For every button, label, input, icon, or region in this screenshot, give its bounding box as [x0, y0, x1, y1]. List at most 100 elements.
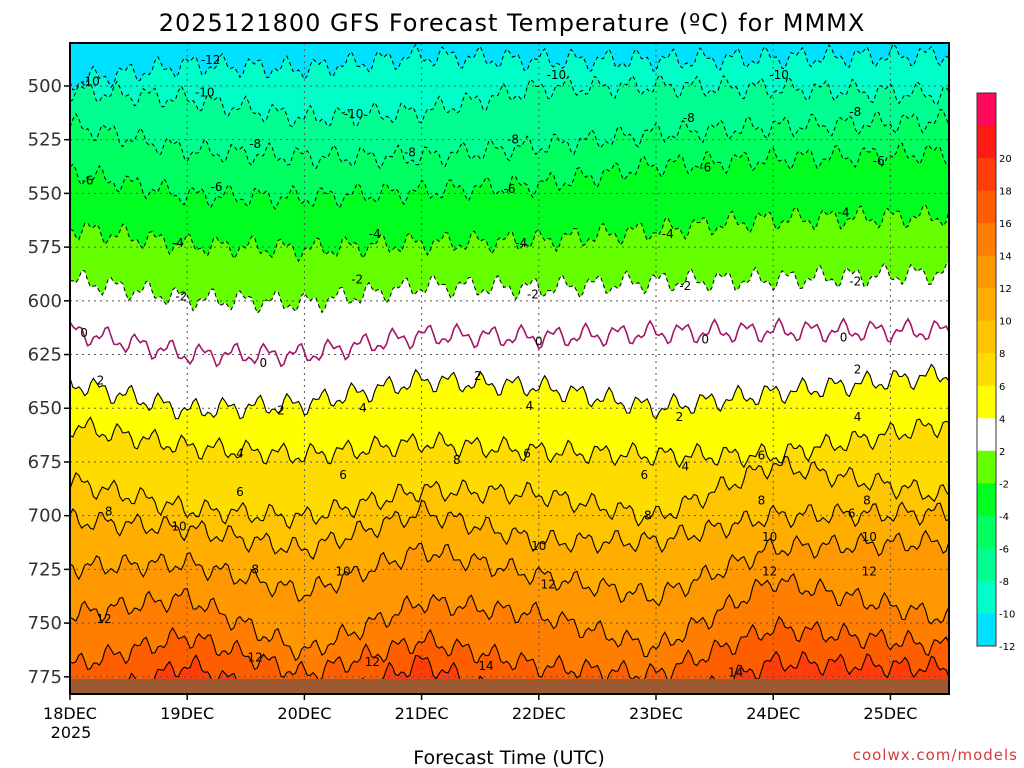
- y-tick-label: 700: [28, 506, 62, 527]
- colorbar-swatch: [977, 450, 996, 484]
- contour-label: -12: [201, 53, 221, 67]
- contour-label: 2: [277, 403, 285, 417]
- contour-label: 4: [359, 401, 367, 415]
- contour--12: [70, 43, 949, 91]
- colorbar-swatch: [977, 320, 996, 354]
- contour-label: 6: [640, 468, 648, 482]
- contour--8: [70, 108, 949, 170]
- contour-label: 6: [339, 468, 347, 482]
- contour-lines: [70, 43, 949, 694]
- contour-label: 0: [840, 330, 848, 344]
- contour-label: -8: [404, 146, 416, 160]
- colorbar-tick-label: -6: [999, 544, 1009, 555]
- x-axis: 18DEC 19DEC 20DEC 21DEC 22DEC 23DEC 24DEC 25DEC: [43, 694, 917, 723]
- y-tick-label: 625: [28, 345, 62, 366]
- colorbar-tick-label: -4: [999, 512, 1009, 523]
- band--8: [70, 109, 949, 209]
- contour-label: -2: [175, 290, 187, 304]
- colorbar-tick-label: 12: [999, 284, 1012, 295]
- band-0: [70, 318, 949, 419]
- colorbar-tick-label: 14: [999, 252, 1012, 263]
- band-8: [70, 500, 949, 606]
- contour-label: -6: [699, 161, 711, 175]
- colorbar-swatch: [977, 190, 996, 224]
- y-tick-label: 500: [28, 76, 62, 97]
- grid-lines: [70, 43, 949, 694]
- x-tick-label: 18DEC: [43, 704, 97, 723]
- contour-label: -10: [344, 107, 364, 121]
- band--6: [70, 143, 949, 262]
- band-14: [70, 616, 949, 694]
- contour-label: 6: [848, 507, 856, 521]
- contour-label: 12: [862, 565, 877, 579]
- contour-label: 10: [762, 530, 777, 544]
- contour-label: 2: [676, 410, 684, 424]
- x-axis-label: Forecast Time (UTC): [413, 747, 604, 768]
- contour-label: 4: [236, 446, 244, 460]
- colorbar-tick-label: -8: [999, 577, 1009, 588]
- contour-label: -2: [679, 279, 691, 293]
- contour-label: -8: [683, 111, 695, 125]
- contour-label: -10: [769, 68, 789, 82]
- colorbar-swatch: [977, 223, 996, 257]
- band--10: [70, 74, 949, 169]
- credit-link[interactable]: coolwx.com/models: [853, 746, 1018, 764]
- contour-label: -4: [369, 227, 381, 241]
- contour-label: 2: [854, 363, 862, 377]
- colorbar-tick-label: -10: [999, 609, 1015, 620]
- colorbar-tick-label: 20: [999, 154, 1012, 165]
- colorbar-swatch: [977, 255, 996, 289]
- contour-label: 0: [535, 335, 543, 349]
- contour--6: [70, 142, 949, 210]
- contour-label: -6: [82, 174, 94, 188]
- contour-label: -6: [211, 180, 223, 194]
- contour-14: [70, 615, 949, 683]
- contour-label: 10: [862, 530, 877, 544]
- contour-label: -10: [195, 85, 215, 99]
- chart-title: 2025121800 GFS Forecast Temperature (ºC)…: [159, 9, 866, 37]
- contour-label: 12: [541, 577, 556, 591]
- colorbar-tick-label: 2: [999, 447, 1005, 458]
- contour-label: 12: [248, 650, 263, 664]
- contour--10: [70, 74, 949, 128]
- colorbar-tick-label: -2: [999, 479, 1009, 490]
- plot-frame: [69, 42, 950, 695]
- colorbar-swatch: [977, 515, 996, 549]
- y-tick-label: 525: [28, 130, 62, 151]
- contour-label: -6: [504, 182, 516, 196]
- contour-labels: -12 -10 -10 -10 -10 -10 -8 -8 -8 -8 -8 -6 -6 -6 -6 -6 -4…: [80, 53, 885, 679]
- colorbar-swatch: [977, 580, 996, 614]
- contour-label: 0: [260, 356, 268, 370]
- contour-8: [70, 499, 949, 560]
- y-tick-label: 750: [28, 613, 62, 634]
- contour-4: [70, 416, 949, 469]
- contour-label: 12: [365, 655, 380, 669]
- colorbar-tick-label: 4: [999, 414, 1005, 425]
- colorbar-tick-label: 8: [999, 349, 1005, 360]
- contour-label: 12: [762, 565, 777, 579]
- contour-label: 0: [701, 332, 709, 346]
- contour-label: -8: [249, 137, 261, 151]
- colorbar-swatch: [977, 353, 996, 387]
- contour-label: -4: [838, 206, 850, 220]
- x-tick-label: 24DEC: [746, 704, 800, 723]
- contour-label: -4: [172, 236, 184, 250]
- contour-label: -6: [873, 154, 885, 168]
- y-tick-label: 600: [28, 291, 62, 312]
- colorbar-swatch: [977, 418, 996, 452]
- contour-label: 8: [453, 453, 461, 467]
- y-tick-label: 775: [28, 667, 62, 688]
- contour-label: -10: [80, 75, 100, 89]
- ground-terrain: [70, 678, 949, 694]
- colorbar-swatch: [977, 483, 996, 517]
- contour-label: 10: [531, 539, 546, 553]
- contour-label: 8: [644, 509, 652, 523]
- colorbar-swatch: [977, 288, 996, 322]
- colorbar-tick-label: -12: [999, 642, 1015, 653]
- contour-label: 2: [97, 373, 105, 387]
- y-tick-label: 725: [28, 559, 62, 580]
- contour-label: 10: [171, 519, 186, 533]
- contour--2: [70, 260, 949, 315]
- contour-label: -2: [849, 274, 861, 288]
- y-tick-label: 550: [28, 183, 62, 204]
